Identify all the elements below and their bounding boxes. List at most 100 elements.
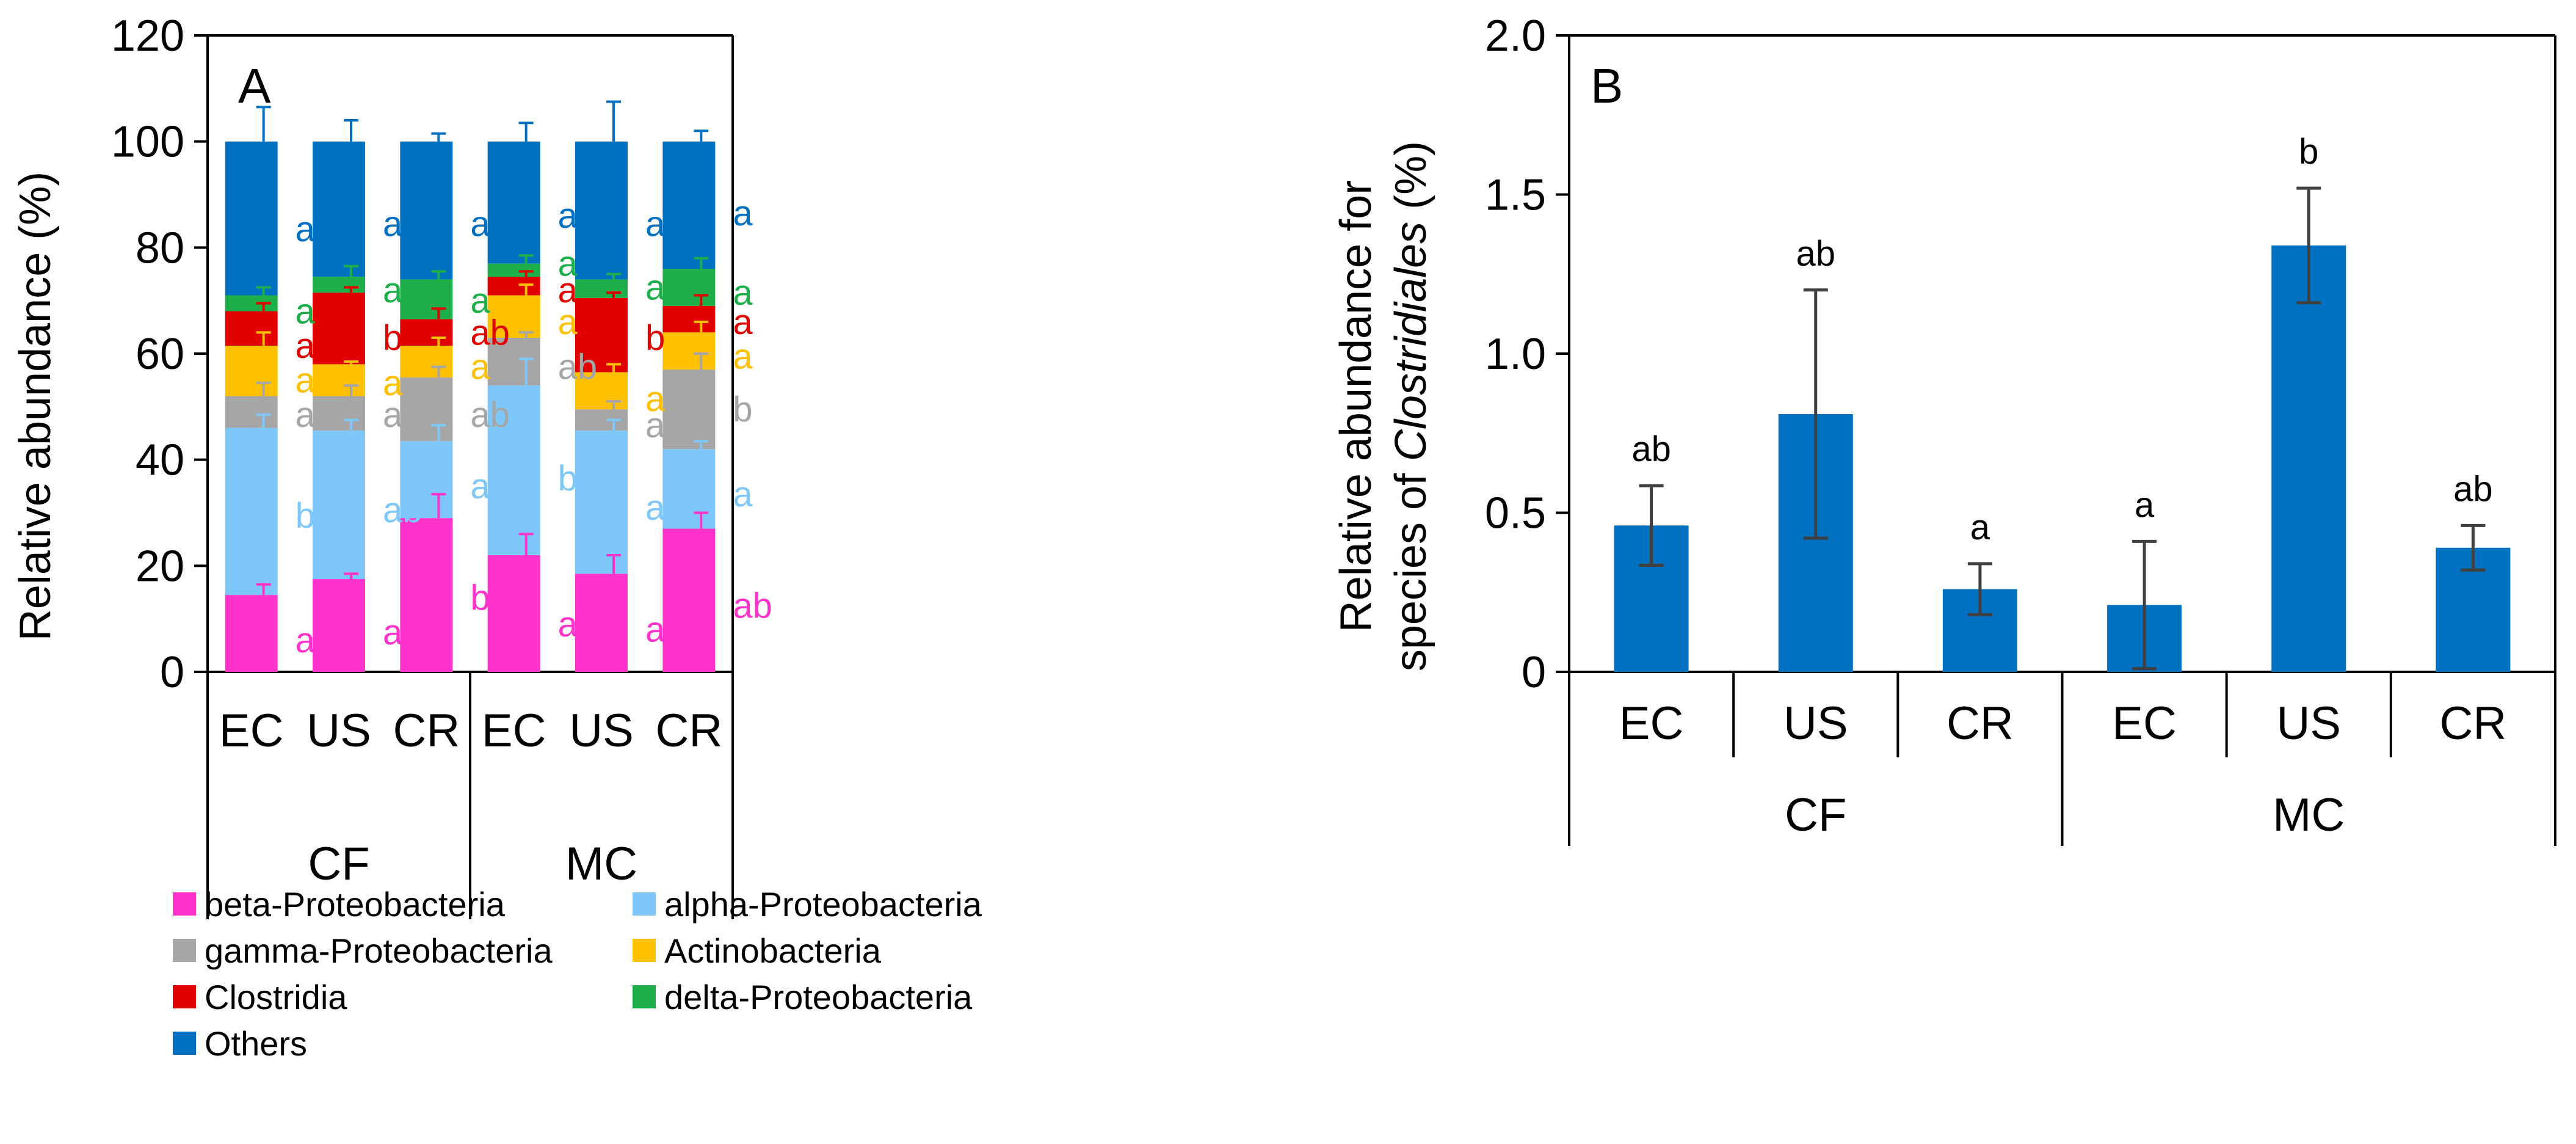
panel-a-significance-letter: ab — [645, 488, 685, 528]
panel-b-y-axis-label-line1: Relative abundance for — [1332, 180, 1381, 633]
panel-a-significance-letter: b — [296, 496, 315, 536]
legend-swatch — [633, 985, 656, 1008]
panel-a-bar-segment — [225, 345, 278, 396]
panel-a-y-tick-label: 0 — [160, 648, 184, 697]
panel-a-y-tick-label: 60 — [136, 330, 184, 379]
panel-b-y-tick-label: 0.5 — [1485, 489, 1546, 538]
legend-swatch — [633, 939, 656, 962]
panel-a-significance-letter: ab — [383, 613, 423, 652]
panel-a-significance-letter: a — [645, 204, 666, 244]
panel-a-bar-segment — [400, 518, 453, 672]
panel-b-bars — [1614, 245, 2511, 672]
panel-b-y-tick-label: 0 — [1522, 648, 1546, 697]
panel-a-bar-segment — [487, 555, 540, 672]
legend-label: alpha-Proteobacteria — [664, 885, 982, 924]
panel-b-group-label: MC — [2273, 789, 2345, 841]
panel-a-significance-letter: a — [645, 406, 666, 445]
panel-a-significance-letter: ab — [558, 348, 598, 387]
panel-a-bar-segment — [225, 311, 278, 346]
panel-a-y-axis-label: Relative abundance (%) — [11, 172, 60, 641]
panel-b-significance-letter: a — [1970, 508, 1990, 547]
panel-b-y-axis-label-italic: Clostridiales — [1387, 222, 1435, 461]
panel-a-bar-segment — [313, 430, 365, 580]
panel-a-bar-segment — [575, 297, 628, 373]
panel-a-significance-letter: b — [558, 459, 578, 498]
panel-a-y-tick-label: 80 — [136, 224, 184, 272]
panel-a-bar-segment — [575, 372, 628, 410]
panel-a-bar-segment — [400, 345, 453, 378]
panel-a-legend: beta-Proteobacteria alpha-Proteobacteria g… — [173, 885, 982, 1063]
panel-b-y-tick-label: 1.0 — [1485, 330, 1546, 379]
panel-b-category-label: CR — [1947, 698, 2014, 749]
panel-a-bar-segment — [575, 279, 628, 298]
legend-label: Clostridia — [205, 978, 347, 1016]
panel-a-significance-letter: a — [470, 204, 490, 244]
panel-a-significance-letter: ab — [470, 313, 510, 352]
panel-b-y-tick-labels: 0 0.5 1.0 1.5 2.0 — [1485, 12, 1546, 697]
panel-a-bar-segment — [662, 141, 716, 269]
panel-a-bar-segment — [487, 277, 540, 296]
panel-b-significance-letter: b — [2299, 132, 2318, 172]
panel-a-bar-segment — [575, 574, 628, 672]
panel-a-significance-letter: b — [645, 318, 665, 358]
panel-a-bar-segment — [313, 277, 365, 293]
panel-a-bar-segment — [575, 430, 628, 574]
panel-a-significance-letter: a — [733, 337, 753, 376]
panel-a-significance-letter: a — [558, 196, 578, 236]
panel-a-bar-segment — [487, 295, 540, 338]
panel-b-category-label: US — [2276, 698, 2341, 749]
panel-a-significance-letter: ab — [383, 490, 423, 530]
panel-a-significance-letter: b — [733, 390, 752, 429]
legend-label: gamma-Proteobacteria — [205, 931, 553, 970]
panel-b-y-tick-label: 2.0 — [1485, 12, 1546, 60]
panel-a-category-label: US — [569, 705, 634, 757]
panel-a-bar-segment — [487, 385, 540, 555]
panel-a-bar-segment — [225, 141, 278, 296]
panel-a-bar-segment — [400, 319, 453, 346]
panel-a-significance-letter: ab — [645, 610, 685, 650]
panel-a-significance-letter: b — [383, 318, 402, 358]
panel-a-bar-segment — [400, 441, 453, 519]
panel-a-bar-segment — [400, 141, 453, 280]
panel-a-significance-letter: a — [470, 281, 490, 321]
panel-b-y-axis-label-prefix: species of — [1387, 461, 1435, 671]
panel-a-bar-segment — [225, 595, 278, 672]
legend-swatch — [173, 892, 196, 916]
panel-a-group-label: CF — [308, 838, 369, 890]
panel-a-significance-letter: a — [383, 363, 403, 403]
panel-b-axes — [1556, 34, 2556, 846]
panel-b-significance-letter: a — [2135, 485, 2155, 525]
panel-b-y-axis-label-suffix: (%) — [1387, 141, 1435, 222]
panel-a-bar-segment — [662, 332, 716, 370]
panel-a-bar-segment — [487, 337, 540, 386]
panel-a-category-label: EC — [482, 705, 546, 757]
legend-label: Actinobacteria — [664, 931, 882, 970]
panel-b-category-labels: EC US CR EC US CR CF MC — [1619, 698, 2507, 841]
panel-a-significance-letter: ab — [296, 395, 335, 435]
panel-a-bar-segment — [313, 579, 365, 672]
panel-a-bar-segment — [400, 377, 453, 442]
panel-a-significance-letter: a — [558, 302, 578, 342]
panel-a-significance-letter: a — [470, 467, 490, 506]
panel-a-bar-segment — [662, 449, 716, 529]
panel-a-significance-letter: ab — [383, 395, 423, 435]
panel-a-bar-segment — [313, 141, 365, 277]
panel-a-significance-letter: a — [733, 475, 753, 514]
panel-a-significance-letter: a — [383, 204, 403, 244]
panel-a-error-bars — [256, 100, 709, 596]
panel-a-significance-letter: a — [383, 271, 403, 310]
panel-a-bar-segment — [662, 269, 716, 306]
panel-a-bar-segment — [575, 141, 628, 280]
panel-a-group-label: MC — [565, 838, 637, 890]
panel-a-bar-segment — [313, 293, 365, 365]
legend-swatch — [173, 1032, 196, 1055]
panel-b-error-bars — [1639, 186, 2486, 671]
panel-a-significance-letter: a — [733, 302, 753, 342]
panel-a-category-label: EC — [219, 705, 284, 757]
panel-b-significance-letter: ab — [1796, 234, 1835, 274]
panel-a-bar-segment — [400, 279, 453, 319]
